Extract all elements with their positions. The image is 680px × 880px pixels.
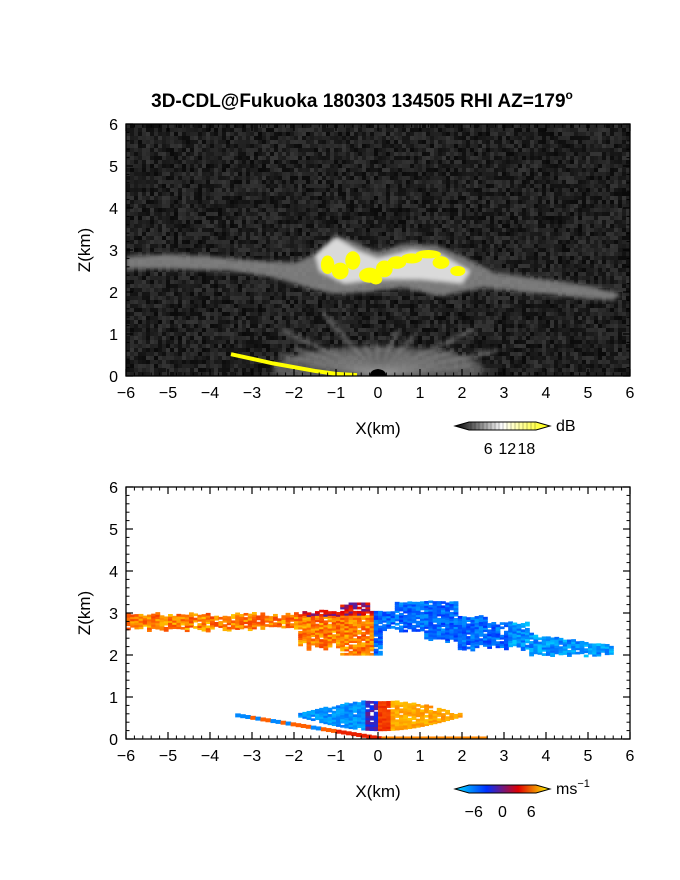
x-tick-label: −6 [117,748,135,765]
velocity-panel: −6 −5 −4 −3 −2 −1 0 1 2 3 4 5 6 0 1 2 3 4 5 6 X(km) Z(km) −… [75,480,635,821]
x-tick-label: −6 [117,385,135,402]
y-tick-label: 3 [109,243,118,260]
colorbar-bar [453,784,552,794]
y-tick-label: 6 [109,480,118,497]
x-tick-label: 3 [500,385,509,402]
y-tick-label: 2 [109,285,118,302]
colorbar-bar [453,421,552,431]
reflectivity-field [126,124,630,376]
x-tick-label: 0 [374,748,383,765]
surface-echo-line [230,352,358,376]
x-tick-label: −3 [243,385,261,402]
x-tick-label: 6 [626,748,635,765]
y-tick-label: 4 [109,201,118,218]
x-tick-label: −1 [327,385,345,402]
cloud-echo [126,235,622,376]
y-tick-label: 1 [109,327,118,344]
reflectivity-colorbar: 6 12 18 dB [453,418,576,458]
surface-streak [235,713,488,739]
y-tick-label: 5 [109,522,118,539]
y-tick-label: 1 [109,690,118,707]
x-tick-label: 1 [416,748,425,765]
colorbar-tick-label: 0 [498,804,507,821]
x-tick-label: 3 [500,748,509,765]
x-tick-label: 5 [584,385,593,402]
near-surface-fan [273,312,498,376]
y-tick-label: 3 [109,606,118,623]
reflectivity-axes: −6 −5 −4 −3 −2 −1 0 1 2 3 4 5 6 0 1 2 3 4 5 6 [109,117,634,402]
strong-echo [320,250,466,285]
y-tick-label: 0 [109,369,118,386]
reflectivity-y-label: Z(km) [75,228,94,272]
y-tick-label: 0 [109,732,118,749]
velocity-cells [126,600,614,732]
x-tick-label: −2 [285,748,303,765]
colorbar-tick-label: 12 [498,441,516,458]
velocity-field [126,600,614,739]
colorbar-tick-label: −6 [465,804,483,821]
colorbar-unit: dB [556,418,576,435]
x-tick-label: 2 [458,385,467,402]
velocity-axes: −6 −5 −4 −3 −2 −1 0 1 2 3 4 5 6 0 1 2 3 4 5 6 [109,480,634,765]
x-tick-label: −2 [285,385,303,402]
colorbar-unit-exponent: −1 [577,778,590,790]
x-tick-label: 4 [542,385,551,402]
reflectivity-x-label: X(km) [355,419,400,438]
y-tick-label: 5 [109,159,118,176]
colorbar-unit: ms−1 [556,778,590,798]
y-tick-label: 4 [109,564,118,581]
x-tick-label: −5 [159,748,177,765]
x-tick-label: 0 [374,385,383,402]
velocity-y-label: Z(km) [75,591,94,635]
background-noise [126,124,630,376]
x-tick-label: 5 [584,748,593,765]
x-tick-label: −4 [201,748,219,765]
x-tick-label: 2 [458,748,467,765]
x-tick-label: 1 [416,385,425,402]
x-tick-label: 6 [626,385,635,402]
velocity-colorbar: −6 0 6 ms−1 [453,778,590,821]
x-tick-label: −3 [243,748,261,765]
colorbar-tick-label: 6 [484,441,493,458]
y-tick-label: 6 [109,117,118,134]
velocity-x-label: X(km) [355,782,400,801]
chart-title: 3D-CDL@Fukuoka 180303 134505 RHI AZ=179o [151,88,573,112]
x-tick-label: −5 [159,385,177,402]
colorbar-tick-label: 18 [518,441,536,458]
x-tick-label: −4 [201,385,219,402]
x-tick-label: −1 [327,748,345,765]
colorbar-tick-label: 6 [527,804,536,821]
y-tick-label: 2 [109,648,118,665]
x-tick-label: 4 [542,748,551,765]
